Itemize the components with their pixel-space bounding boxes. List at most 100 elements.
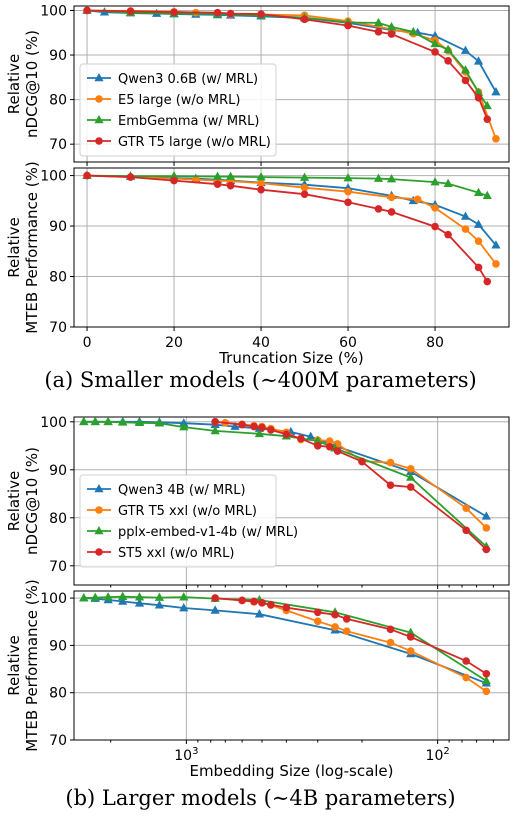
data-point [343,173,353,182]
data-point [482,669,491,678]
data-point [482,100,492,110]
data-point [430,30,440,40]
data-point [179,592,189,601]
data-point [134,417,145,427]
data-point [387,208,396,216]
data-point [373,173,384,182]
legend-box [79,63,277,157]
data-point [482,545,491,554]
data-point [267,426,275,434]
data-point [374,28,383,36]
data-point [313,617,322,626]
data-point [406,465,415,473]
data-point [258,423,266,432]
data-point [474,263,483,272]
caption-b: (b) Larger models (∼4B parameters) [65,786,456,810]
data-point [90,416,100,426]
data-point [386,625,395,634]
data-point [79,416,89,426]
data-point [250,422,258,431]
data-point [406,647,415,655]
data-point [154,600,165,609]
data-point [483,277,492,286]
data-point [492,260,500,268]
y-axis-label: RelativeMTEB Performance (%) [5,579,41,751]
legend-label: GTR T5 large (w/o MRL) [118,135,271,150]
data-point [257,179,265,187]
data-point [474,237,483,245]
data-point [90,592,100,601]
data-point [443,44,453,53]
data-point [482,524,491,532]
legend-box [79,474,277,568]
y-tick-label: 100 [40,591,67,607]
legend-marker [94,115,104,124]
series-4 [83,171,492,286]
data-point [238,420,246,429]
data-point [212,171,223,180]
chart-panel-3: 70 80 90 100 RelativenDCG@10 (%) Qwen3 4B (w/… [5,415,510,589]
legend-marker [95,506,103,514]
data-point [406,472,416,481]
data-point [118,596,128,605]
data-point [282,603,291,612]
data-point [211,418,219,426]
y-tick-label: 90 [49,463,67,479]
data-point [257,10,265,18]
legend-label: Qwen3 0.6B (w/ MRL) [118,72,258,87]
data-point [473,219,484,228]
data-point [257,185,265,194]
series-4 [211,418,491,554]
y-tick-label: 70 [49,137,67,153]
series-2 [211,594,491,696]
data-point [331,610,339,619]
legend: Qwen3 4B (w/ MRL) GTR T5 xxl (w/o MRL) ppl… [79,474,298,568]
data-point [386,638,395,647]
data-point [258,599,266,607]
y-tick-label: 80 [49,270,67,286]
data-point [462,657,470,665]
y-tick-label: 100 [40,169,67,185]
data-point [154,418,165,427]
data-point [386,458,395,467]
data-point [299,172,310,181]
data-point [462,673,470,682]
plot-frame [73,167,510,328]
data-point [374,205,383,213]
data-point [226,181,235,190]
caption-a: (a) Smaller models (∼400M parameters) [44,368,477,392]
data-point [473,187,484,197]
data-point [430,177,440,186]
data-point [474,94,483,102]
data-point [342,615,351,623]
legend-label: ST5 xxl (w/o MRL) [118,546,234,561]
data-point [118,417,128,426]
legend-marker [95,548,103,556]
data-point [213,180,222,188]
data-point [126,7,135,16]
x-tick-label: 102 [426,746,450,764]
data-point [210,425,220,435]
data-point [431,204,439,212]
data-point [444,57,452,65]
data-point [491,87,501,96]
legend-label: pplx-embed-v1-4b (w/ MRL) [118,525,298,540]
data-point [267,600,275,609]
y-tick-label: 80 [49,93,67,109]
data-point [481,511,491,520]
data-point [373,17,384,27]
data-point [210,605,220,614]
y-tick-label: 90 [49,638,67,654]
data-point [170,8,178,17]
data-point [358,457,366,466]
y-axis-label: RelativeMTEB Performance (%) [5,161,41,333]
data-point [443,178,453,187]
data-point [213,8,222,17]
chart-panel-2: 70 80 90 100 0 20 40 60 80 RelativeMTEB Performan… [5,161,510,367]
data-point [313,442,322,450]
plot-frame [73,5,510,163]
data-point [344,21,352,30]
data-point [226,9,235,18]
data-point [126,173,135,181]
data-point [386,174,397,183]
